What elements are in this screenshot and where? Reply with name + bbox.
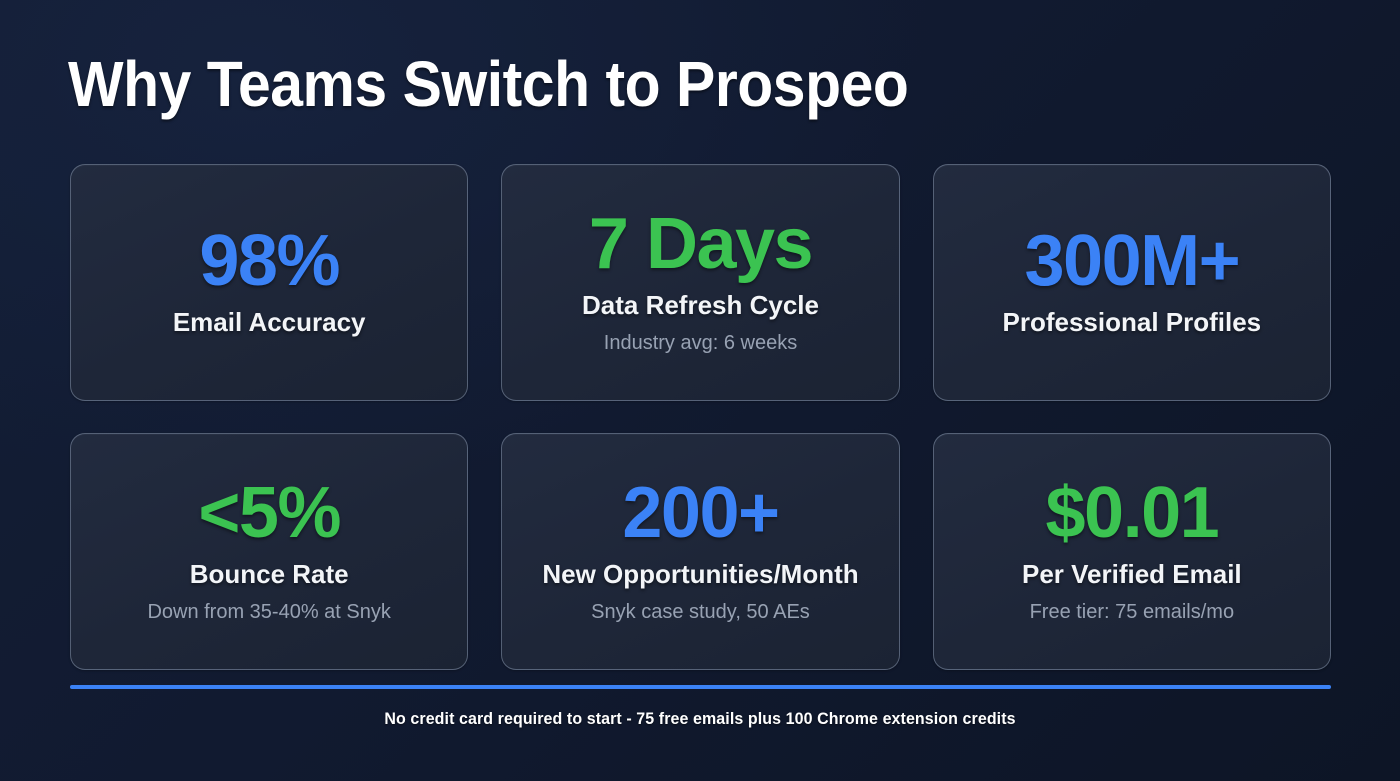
stat-value: 200+ bbox=[622, 473, 780, 554]
stat-card-bounce-rate: <5% Bounce Rate Down from 35-40% at Snyk bbox=[70, 433, 469, 670]
stat-card-per-verified-email: $0.01 Per Verified Email Free tier: 75 e… bbox=[932, 433, 1331, 670]
footer: No credit card required to start - 75 fr… bbox=[0, 671, 1400, 781]
stat-label: Per Verified Email bbox=[1021, 558, 1242, 589]
stat-subtext: Snyk case study, 50 AEs bbox=[591, 600, 810, 623]
footer-divider bbox=[70, 685, 1331, 689]
stat-subtext: Free tier: 75 emails/mo bbox=[1029, 600, 1235, 623]
stat-subtext: Industry avg: 6 weeks bbox=[603, 331, 798, 354]
stat-value: $0.01 bbox=[1045, 473, 1219, 554]
stat-value: <5% bbox=[198, 473, 341, 554]
stat-label: New Opportunities/Month bbox=[542, 558, 859, 589]
stats-grid: 98% Email Accuracy 7 Days Data Refresh C… bbox=[70, 164, 1331, 670]
stat-subtext: Down from 35-40% at Snyk bbox=[147, 600, 391, 623]
stat-card-email-accuracy: 98% Email Accuracy bbox=[70, 164, 469, 401]
stat-value: 98% bbox=[199, 221, 340, 302]
stat-card-data-refresh-cycle: 7 Days Data Refresh Cycle Industry avg: … bbox=[501, 164, 900, 401]
stat-label: Bounce Rate bbox=[189, 558, 349, 589]
footer-note: No credit card required to start - 75 fr… bbox=[384, 709, 1016, 728]
page-title: Why Teams Switch to Prospeo bbox=[68, 48, 909, 120]
stat-value: 300M+ bbox=[1024, 221, 1241, 302]
stat-value: 7 Days bbox=[588, 204, 814, 285]
stat-card-professional-profiles: 300M+ Professional Profiles bbox=[932, 164, 1331, 401]
stat-card-new-opportunities: 200+ New Opportunities/Month Snyk case s… bbox=[501, 433, 900, 670]
stat-label: Professional Profiles bbox=[1002, 306, 1262, 337]
stat-label: Email Accuracy bbox=[172, 306, 366, 337]
stat-label: Data Refresh Cycle bbox=[581, 289, 819, 320]
